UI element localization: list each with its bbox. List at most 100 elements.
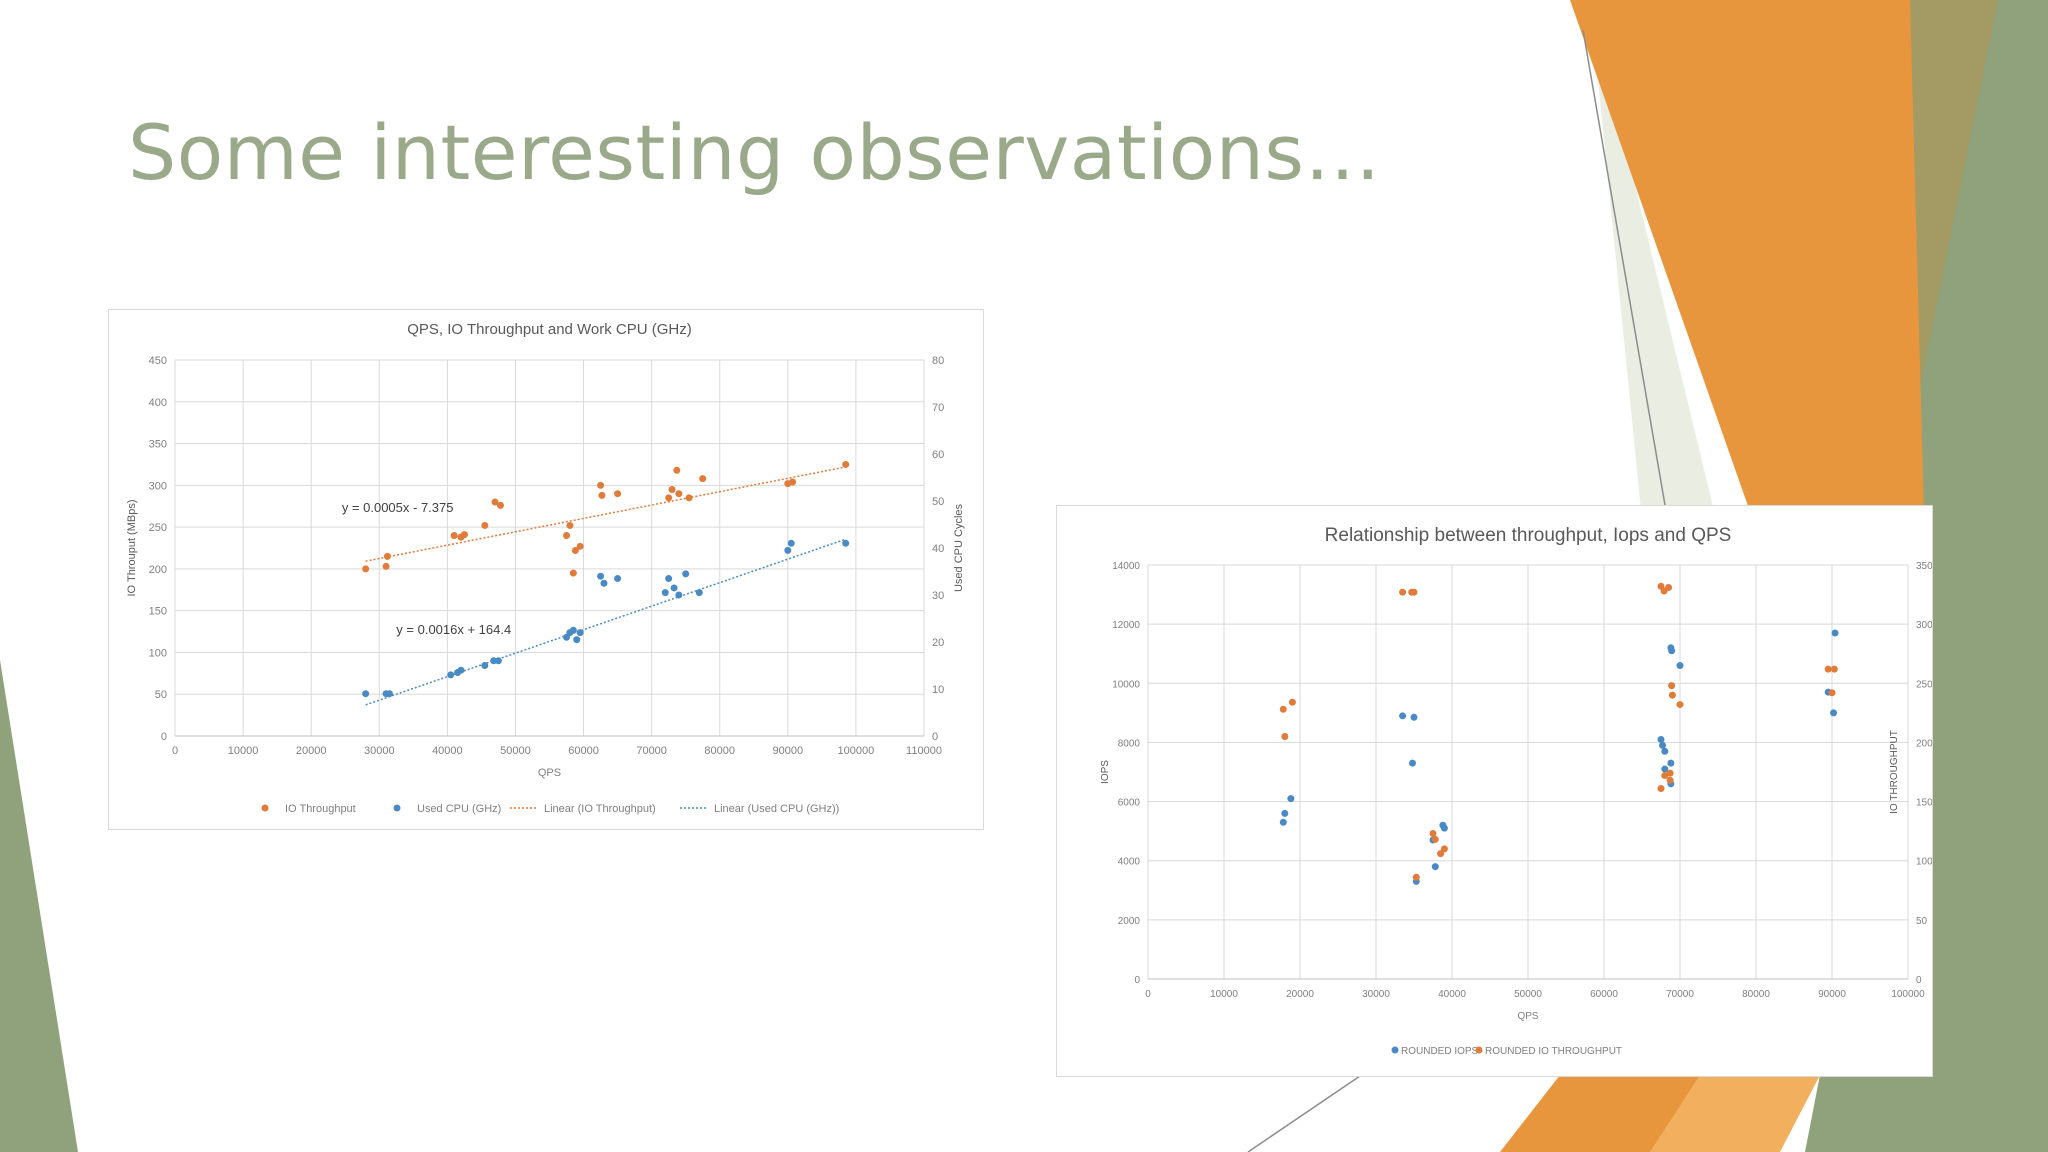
trendline-equation-label: y = 0.0005x - 7.375	[342, 500, 454, 515]
data-point-rounded-iops	[1279, 818, 1287, 826]
data-point-rounded-io-throughput	[1281, 733, 1289, 741]
x-tick-label: 110000	[906, 745, 942, 757]
data-point-rounded-iops	[1676, 662, 1684, 670]
y2-tick-label: 0	[1916, 975, 1922, 986]
data-point-io-throughput	[576, 542, 584, 550]
data-point-rounded-iops	[1830, 709, 1838, 717]
trendline-used-cpu	[365, 538, 846, 706]
data-point-io-throughput	[491, 498, 499, 506]
data-point-used-cpu-ghz	[362, 690, 370, 698]
data-point-io-throughput	[362, 565, 370, 573]
data-point-rounded-io-throughput	[1657, 785, 1665, 793]
data-point-io-throughput	[450, 531, 458, 539]
data-point-io-throughput	[842, 460, 850, 468]
y-tick-label: 150	[149, 606, 167, 618]
data-point-rounded-iops	[1399, 712, 1407, 720]
data-point-used-cpu-ghz	[481, 662, 489, 669]
data-point-io-throughput	[789, 478, 797, 486]
data-point-rounded-iops	[1410, 713, 1418, 721]
data-point-rounded-iops	[1668, 647, 1676, 655]
y-tick-label: 400	[149, 397, 167, 409]
legend-dot-marker	[261, 804, 269, 812]
data-point-rounded-iops	[1831, 629, 1839, 637]
y-axis-label: IO Throuput (MBps)	[126, 500, 138, 597]
data-point-used-cpu-ghz	[597, 572, 605, 580]
x-tick-label: 60000	[1590, 989, 1618, 1000]
y-tick-label: 100	[149, 647, 167, 659]
data-point-used-cpu-ghz	[385, 690, 393, 698]
legend-dot-marker	[1391, 1046, 1399, 1054]
data-point-io-throughput	[496, 501, 504, 509]
data-point-io-throughput	[566, 521, 574, 529]
data-point-io-throughput	[597, 481, 605, 489]
y-tick-label: 2000	[1118, 916, 1141, 927]
data-point-rounded-iops	[1281, 809, 1289, 817]
data-point-used-cpu-ghz	[665, 575, 673, 583]
x-tick-label: 30000	[1362, 989, 1390, 1000]
y-tick-label: 50	[155, 689, 167, 701]
data-point-rounded-iops	[1659, 741, 1667, 749]
y2-tick-label: 80	[932, 355, 944, 367]
data-point-rounded-io-throughput	[1410, 588, 1418, 596]
y-tick-label: 12000	[1112, 620, 1140, 631]
y2-axis-label: IO THROUGHPUT	[1889, 730, 1900, 814]
data-point-rounded-io-throughput	[1830, 665, 1838, 673]
data-point-used-cpu-ghz	[787, 539, 795, 547]
data-point-io-throughput	[699, 475, 707, 483]
data-point-rounded-io-throughput	[1440, 845, 1448, 853]
x-tick-label: 20000	[1286, 989, 1314, 1000]
y-tick-label: 0	[1134, 975, 1140, 986]
y2-tick-label: 50	[932, 496, 944, 508]
data-point-rounded-io-throughput	[1399, 588, 1407, 596]
x-tick-label: 40000	[1438, 989, 1466, 1000]
x-tick-label: 20000	[296, 745, 327, 757]
data-point-rounded-io-throughput	[1828, 689, 1836, 697]
x-tick-label: 0	[172, 745, 178, 757]
data-point-rounded-io-throughput	[1412, 873, 1420, 881]
legend-item-label: Linear (Used CPU (GHz))	[714, 803, 839, 815]
y2-tick-label: 150	[1916, 798, 1932, 809]
data-point-rounded-iops	[1431, 863, 1439, 871]
x-axis-label: QPS	[538, 767, 561, 779]
data-point-used-cpu-ghz	[457, 666, 465, 674]
chart-title: QPS, IO Throughput and Work CPU (GHz)	[407, 321, 692, 338]
y2-tick-label: 40	[932, 543, 944, 555]
data-point-io-throughput	[563, 531, 571, 539]
data-point-used-cpu-ghz	[842, 539, 850, 547]
data-point-io-throughput	[665, 494, 673, 502]
data-point-io-throughput	[675, 490, 683, 498]
data-point-rounded-io-throughput	[1288, 698, 1296, 706]
data-point-rounded-io-throughput	[1665, 583, 1673, 591]
data-point-used-cpu-ghz	[695, 589, 703, 597]
x-tick-label: 90000	[1818, 989, 1846, 1000]
y-tick-label: 350	[149, 439, 167, 451]
y2-tick-label: 250	[1916, 679, 1932, 690]
data-point-rounded-iops	[1408, 759, 1416, 767]
data-point-used-cpu-ghz	[494, 657, 502, 665]
data-point-used-cpu-ghz	[670, 584, 678, 592]
data-point-io-throughput	[685, 494, 693, 502]
legend-item-label: IO Throughput	[285, 803, 356, 815]
data-point-rounded-io-throughput	[1668, 691, 1676, 699]
legend-item-label: ROUNDED IOPS	[1401, 1046, 1479, 1057]
deco-left-green-shard	[0, 660, 78, 1152]
y-tick-label: 4000	[1118, 857, 1141, 868]
data-point-used-cpu-ghz	[614, 575, 622, 583]
data-point-rounded-io-throughput	[1668, 682, 1676, 690]
y2-tick-label: 0	[932, 731, 938, 743]
y2-tick-label: 350	[1916, 561, 1932, 572]
data-point-io-throughput	[383, 552, 391, 560]
legend-item-label: Linear (IO Throughput)	[544, 803, 656, 815]
x-tick-label: 100000	[838, 745, 875, 757]
deco-orange-shard-top	[1570, 0, 1925, 550]
data-point-rounded-iops	[1657, 735, 1665, 743]
data-point-used-cpu-ghz	[569, 626, 577, 634]
data-point-rounded-io-throughput	[1824, 665, 1832, 673]
x-tick-label: 80000	[1742, 989, 1770, 1000]
data-point-rounded-iops	[1667, 759, 1675, 767]
y2-tick-label: 200	[1916, 738, 1932, 749]
y2-tick-label: 50	[1916, 916, 1928, 927]
data-point-rounded-io-throughput	[1676, 701, 1684, 709]
